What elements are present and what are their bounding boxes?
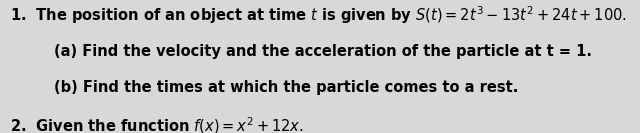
Text: (b) Find the times at which the particle comes to a rest.: (b) Find the times at which the particle… <box>54 80 519 95</box>
Text: 2.  Given the function $f(x) = x^2 + 12x.$: 2. Given the function $f(x) = x^2 + 12x.… <box>10 116 303 133</box>
Text: 1.  The position of an object at time $t$ is given by $S(t) = 2t^3 - 13t^2 + 24t: 1. The position of an object at time $t$… <box>10 4 627 26</box>
Text: (a) Find the velocity and the acceleration of the particle at t = 1.: (a) Find the velocity and the accelerati… <box>54 44 593 59</box>
